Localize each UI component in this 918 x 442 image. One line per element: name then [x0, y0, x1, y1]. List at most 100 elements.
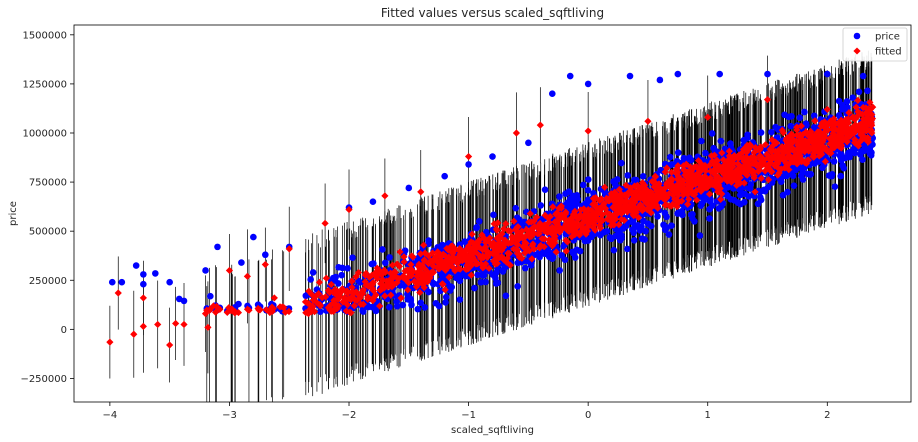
fitted-point [391, 268, 399, 276]
fitted-point [561, 210, 570, 218]
fitted-point [654, 204, 662, 212]
price-point [561, 256, 569, 264]
fitted-point [697, 160, 706, 168]
fitted-point [699, 183, 707, 192]
price-point [737, 200, 744, 208]
fitted-point [285, 245, 293, 253]
fitted-point [428, 249, 437, 257]
fitted-point [772, 160, 780, 168]
fitted-point [333, 304, 341, 313]
price-point [483, 228, 490, 236]
fitted-point [404, 286, 412, 294]
fitted-point [842, 134, 851, 142]
fitted-point [674, 162, 682, 170]
fitted-point [727, 169, 736, 177]
price-point [864, 87, 871, 95]
x-tick-label: −1 [461, 410, 476, 421]
fitted-point [348, 283, 356, 291]
price-point [430, 280, 437, 287]
fitted-point [364, 295, 372, 303]
price-point [626, 72, 634, 80]
fitted-point [535, 229, 543, 238]
fitted-point [497, 233, 505, 242]
fitted-point [322, 293, 330, 301]
fitted-point [822, 122, 830, 130]
price-point [250, 233, 257, 241]
fitted-point [716, 185, 724, 193]
fitted-point [452, 245, 460, 254]
price-point [642, 227, 649, 235]
fitted-point [521, 249, 529, 257]
price-point [446, 287, 454, 294]
fitted-point [348, 287, 357, 295]
fitted-point [684, 190, 692, 198]
fitted-point [593, 210, 601, 218]
fitted-point [334, 302, 343, 310]
fitted-point [499, 240, 508, 248]
price-point [549, 255, 556, 262]
price-point [180, 297, 188, 305]
fitted-point [448, 254, 456, 263]
fitted-point [597, 210, 605, 218]
price-point [140, 280, 147, 288]
fitted-point [843, 138, 851, 146]
fitted-point [201, 310, 210, 318]
price-point [708, 130, 716, 137]
fitted-point [377, 286, 385, 294]
price-point [482, 278, 489, 286]
fitted-point [338, 287, 346, 296]
fitted-point [701, 178, 709, 186]
price-point [441, 172, 448, 180]
fitted-point [261, 260, 269, 269]
fitted-point [667, 168, 676, 176]
price-point [514, 283, 521, 290]
price-point [797, 172, 805, 180]
fitted-point [759, 160, 768, 168]
fitted-point [630, 193, 638, 201]
price-point [475, 218, 483, 225]
price-point [465, 161, 472, 168]
price-point [490, 211, 497, 219]
fitted-point [815, 128, 823, 136]
price-point [569, 197, 576, 204]
fitted-point [354, 268, 363, 277]
fitted-point [705, 190, 714, 198]
fitted-point [362, 281, 370, 289]
fitted-point [672, 165, 680, 174]
fitted-point [548, 242, 556, 250]
fitted-point [417, 188, 425, 196]
price-point [338, 271, 345, 279]
price-point [541, 186, 549, 193]
fitted-point [639, 193, 648, 201]
price-point [810, 123, 818, 131]
price-point [254, 301, 262, 309]
fitted-point [751, 188, 759, 196]
price-point [570, 250, 577, 257]
fitted-point [524, 230, 532, 238]
fitted-point [537, 225, 545, 234]
price-point [665, 231, 673, 238]
fitted-point [180, 320, 188, 329]
fitted-point [538, 235, 546, 243]
fitted-point [243, 272, 251, 280]
fitted-point [449, 249, 457, 258]
fitted-point [463, 261, 471, 269]
price-point [479, 272, 487, 279]
price-point [868, 149, 875, 156]
fitted-point [761, 167, 769, 175]
fitted-point [733, 181, 741, 190]
fitted-point [729, 159, 738, 168]
price-point [492, 280, 500, 287]
price-point [745, 193, 753, 200]
fitted-point [562, 247, 570, 255]
fitted-point [480, 234, 488, 242]
fitted-point [767, 167, 775, 175]
price-point [702, 149, 709, 157]
price-point [560, 243, 568, 250]
y-tick-label: 1250000 [22, 79, 67, 90]
price-point [335, 263, 342, 271]
price-point [858, 147, 865, 155]
fitted-point [377, 280, 385, 288]
y-tick-label: 250000 [29, 276, 67, 287]
price-point [837, 172, 845, 180]
